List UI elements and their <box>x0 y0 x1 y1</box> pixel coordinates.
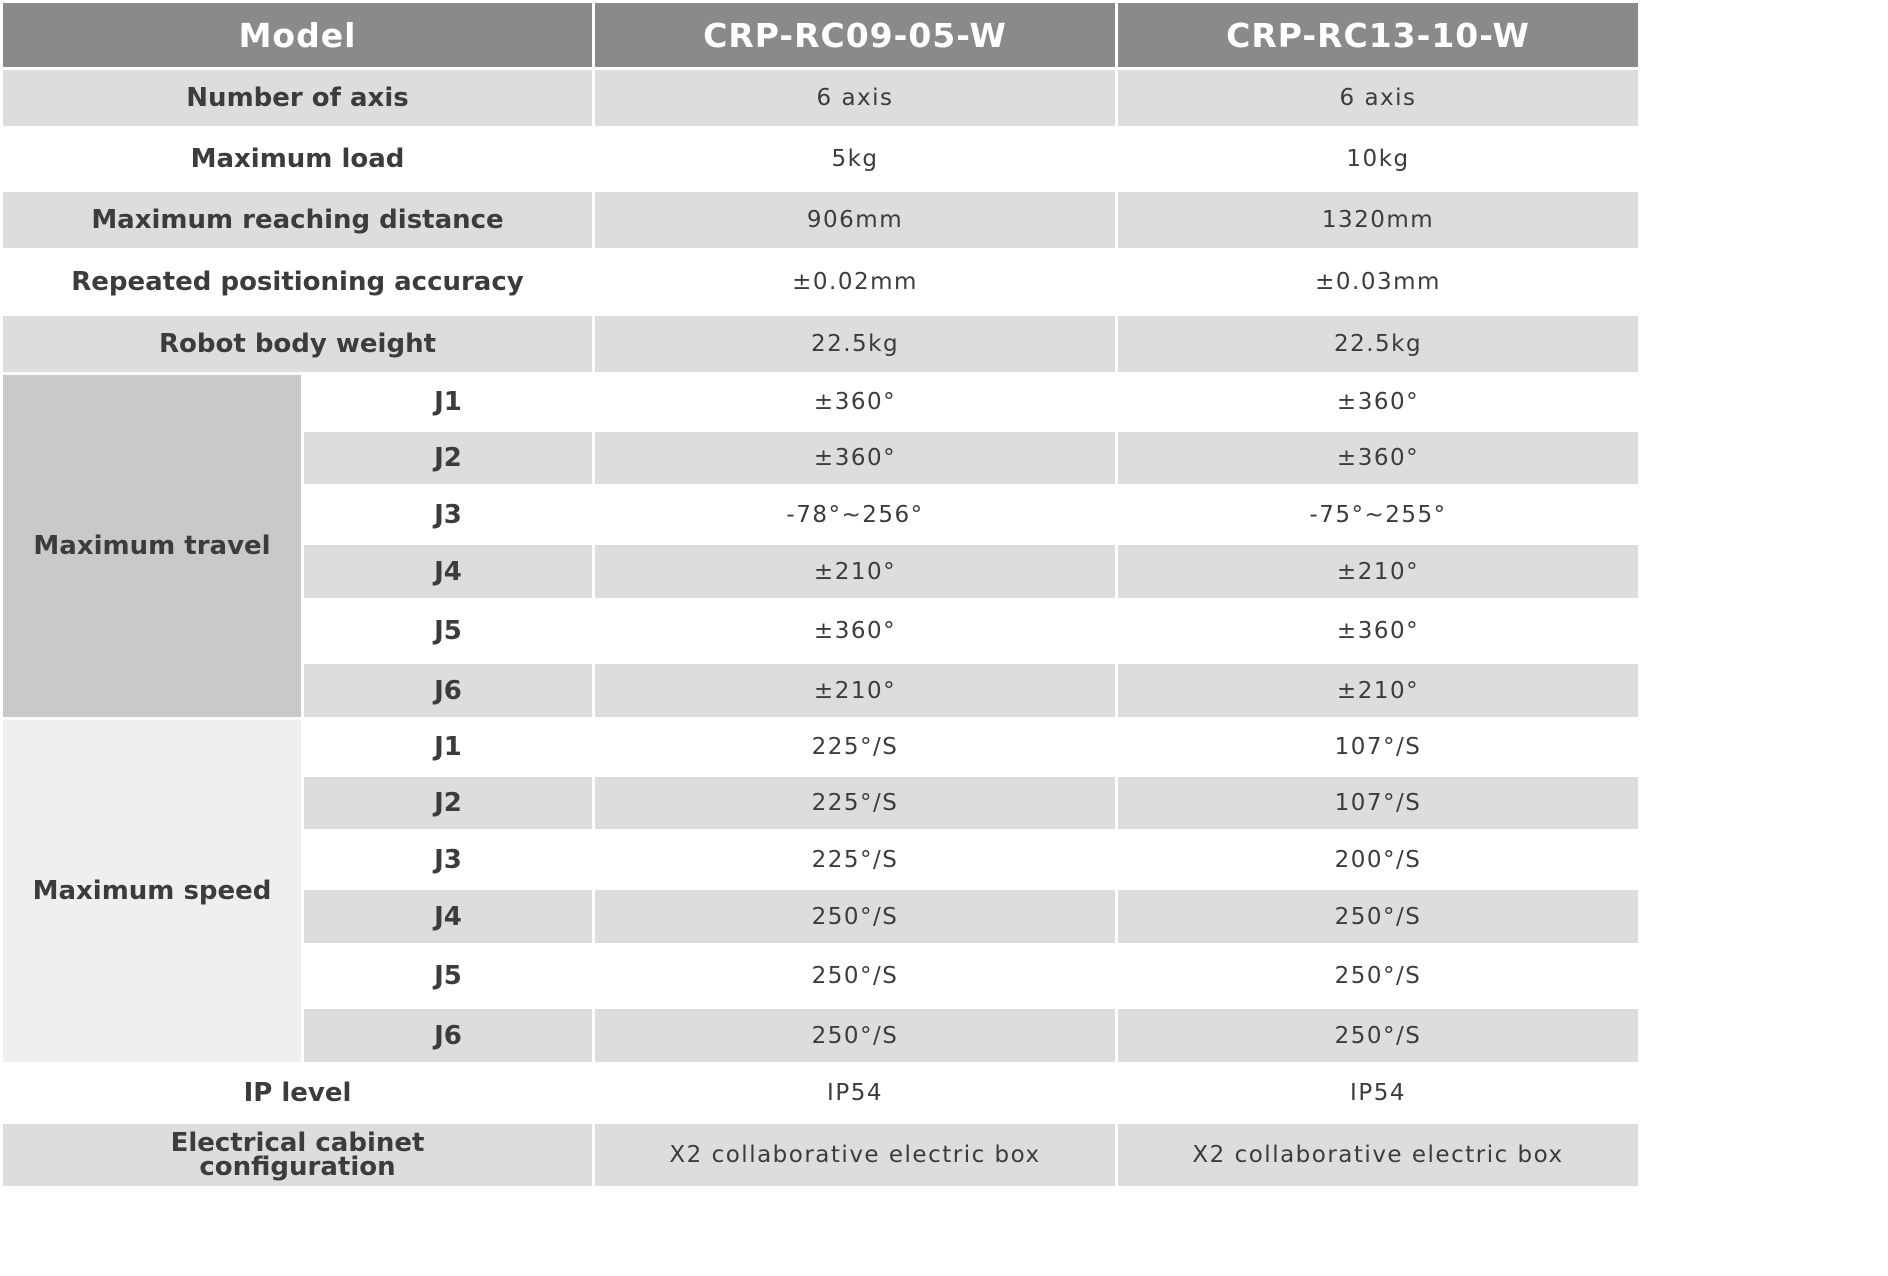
value-cell: X2 collaborative electric box <box>595 1124 1116 1186</box>
joint-label: J5 <box>304 946 593 1006</box>
value-cell: X2 collaborative electric box <box>1118 1124 1639 1186</box>
table-row: J3 -78°~256° -75°~255° <box>3 487 1639 542</box>
model-2-header: CRP-RC13-10-W <box>1118 3 1639 67</box>
value-cell: 107°/S <box>1118 777 1639 829</box>
table-row: J6 ±210° ±210° <box>3 664 1639 717</box>
value-cell: 6 axis <box>595 70 1116 126</box>
table-row: Maximum load 5kg 10kg <box>3 129 1639 189</box>
value-cell: 250°/S <box>595 1009 1116 1062</box>
value-cell: ±210° <box>595 545 1116 598</box>
table-row: Maximum speed J1 225°/S 107°/S <box>3 720 1639 1062</box>
joint-label: J4 <box>304 545 593 598</box>
joint-label: J2 <box>304 432 593 484</box>
joint-label: J4 <box>304 890 593 943</box>
row-label: Maximum load <box>3 129 593 189</box>
value-cell: ±360° <box>595 375 1116 429</box>
value-cell: ±360° <box>595 601 1116 661</box>
value-cell: 10kg <box>1118 129 1639 189</box>
joint-label: J5 <box>304 601 593 661</box>
spec-table-body: Model CRP-RC09-05-W CRP-RC13-10-W Number of… <box>3 3 1639 1186</box>
value-cell: 225°/S <box>595 720 1116 774</box>
table-row: Maximum travel J1 ±360° ±360° <box>3 375 1639 717</box>
row-label: Electrical cabinet configuration <box>3 1124 593 1186</box>
joint-label: J6 <box>304 664 593 717</box>
value-cell: ±360° <box>595 432 1116 484</box>
joint-label: J6 <box>304 1009 593 1062</box>
table-row: Repeated positioning accuracy ±0.02mm ±0.0… <box>3 251 1639 313</box>
value-cell: ±360° <box>1118 432 1639 484</box>
table-row: J2 ±360° ±360° <box>3 432 1639 484</box>
table-row: J5 250°/S 250°/S <box>3 946 1639 1006</box>
row-label: Number of axis <box>3 70 593 126</box>
value-cell: 906mm <box>595 192 1116 248</box>
value-cell: ±210° <box>1118 664 1639 717</box>
joint-label: J1 <box>304 375 593 429</box>
joint-label: J1 <box>304 720 593 774</box>
row-label: Robot body weight <box>3 316 593 372</box>
value-cell: 250°/S <box>595 890 1116 943</box>
table-row: J6 250°/S 250°/S <box>3 1009 1639 1062</box>
row-label: Repeated positioning accuracy <box>3 251 593 313</box>
value-cell: 250°/S <box>1118 946 1639 1006</box>
value-cell: 250°/S <box>1118 890 1639 943</box>
value-cell: -78°~256° <box>595 487 1116 542</box>
value-cell: ±210° <box>1118 545 1639 598</box>
value-cell: 5kg <box>595 129 1116 189</box>
value-cell: -75°~255° <box>1118 487 1639 542</box>
table-row: Electrical cabinet configuration X2 colla… <box>3 1124 1639 1186</box>
value-cell: IP54 <box>595 1065 1116 1121</box>
row-label: Maximum reaching distance <box>3 192 593 248</box>
group-label: Maximum speed <box>3 720 301 1062</box>
joint-label: J3 <box>304 832 593 887</box>
table-row: J4 ±210° ±210° <box>3 545 1639 598</box>
value-cell: 225°/S <box>595 832 1116 887</box>
table-row: IP level IP54 IP54 <box>3 1065 1639 1121</box>
table-row: J4 250°/S 250°/S <box>3 890 1639 943</box>
value-cell: ±360° <box>1118 375 1639 429</box>
value-cell: 22.5kg <box>1118 316 1639 372</box>
value-cell: 225°/S <box>595 777 1116 829</box>
table-row: Robot body weight 22.5kg 22.5kg <box>3 316 1639 372</box>
group-label: Maximum travel <box>3 375 301 717</box>
header-row: Model CRP-RC09-05-W CRP-RC13-10-W <box>3 3 1639 67</box>
table-row: Number of axis 6 axis 6 axis <box>3 70 1639 126</box>
row-label: IP level <box>3 1065 593 1121</box>
value-cell: 107°/S <box>1118 720 1639 774</box>
value-cell: ±0.03mm <box>1118 251 1639 313</box>
value-cell: ±210° <box>595 664 1116 717</box>
value-cell: 250°/S <box>1118 1009 1639 1062</box>
value-cell: ±360° <box>1118 601 1639 661</box>
value-cell: 250°/S <box>595 946 1116 1006</box>
table-row: J2 225°/S 107°/S <box>3 777 1639 829</box>
table-row: J3 225°/S 200°/S <box>3 832 1639 887</box>
value-cell: ±0.02mm <box>595 251 1116 313</box>
spec-table: Model CRP-RC09-05-W CRP-RC13-10-W Number of… <box>3 3 1639 1186</box>
value-cell: IP54 <box>1118 1065 1639 1121</box>
value-cell: 1320mm <box>1118 192 1639 248</box>
table-row: Maximum reaching distance 906mm 1320mm <box>3 192 1639 248</box>
table-row: J5 ±360° ±360° <box>3 601 1639 661</box>
value-cell: 6 axis <box>1118 70 1639 126</box>
joint-label: J3 <box>304 487 593 542</box>
joint-label: J2 <box>304 777 593 829</box>
value-cell: 200°/S <box>1118 832 1639 887</box>
model-1-header: CRP-RC09-05-W <box>595 3 1116 67</box>
model-header: Model <box>3 3 593 67</box>
value-cell: 22.5kg <box>595 316 1116 372</box>
